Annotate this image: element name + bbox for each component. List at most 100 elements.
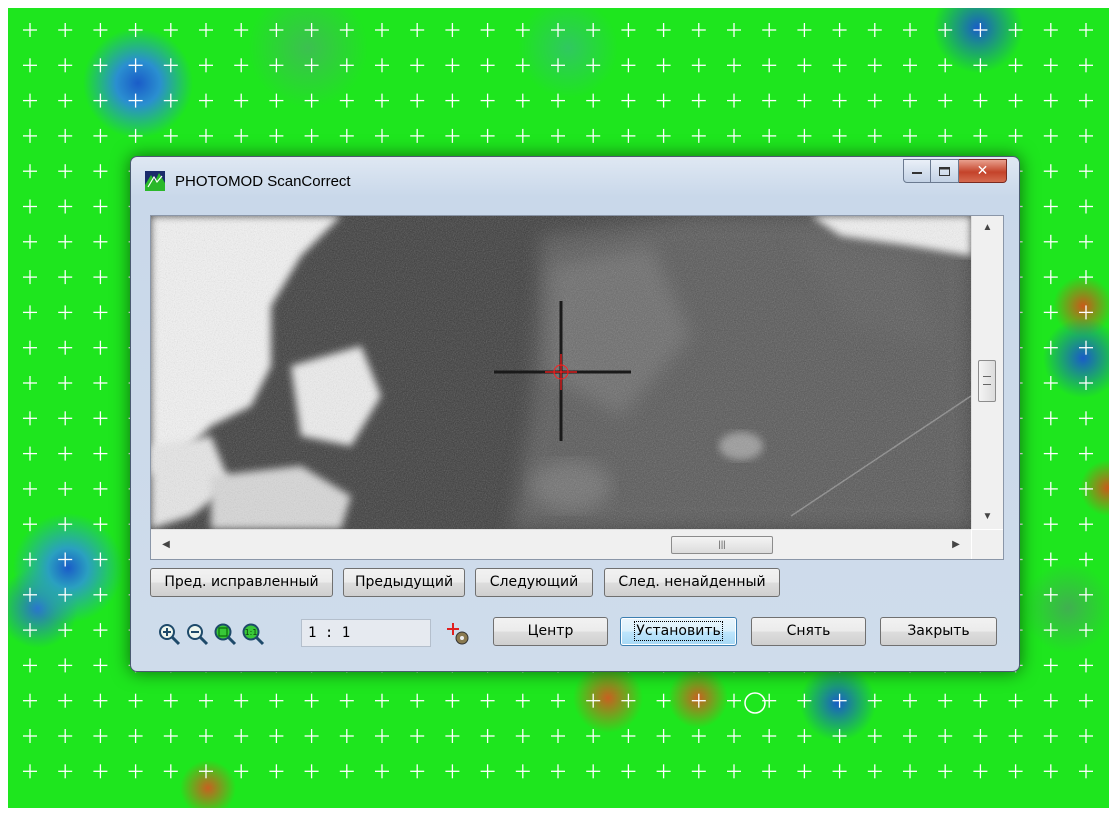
scan-image-view[interactable]	[151, 216, 971, 529]
grid-cross-mark	[515, 729, 530, 743]
center-label: Центр	[527, 623, 574, 639]
scroll-down-arrow-icon[interactable]: ▼	[982, 511, 993, 522]
grid-cross-mark	[410, 764, 425, 779]
grid-cross-mark	[586, 693, 601, 708]
close-window-button[interactable]: ✕	[959, 159, 1007, 183]
grid-cross-mark	[1043, 340, 1058, 355]
grid-cross-mark	[656, 23, 671, 37]
grid-cross-mark	[93, 305, 108, 320]
grid-cross-mark	[1008, 128, 1023, 143]
grid-cross-mark	[867, 764, 882, 779]
grid-cross-mark	[1043, 23, 1058, 37]
grid-cross-mark	[1079, 693, 1093, 708]
grid-cross-mark	[269, 23, 284, 37]
grid-cross-mark	[410, 93, 425, 108]
grid-cross-mark	[339, 58, 354, 73]
grid-cross-mark	[586, 764, 601, 779]
grid-cross-mark	[480, 93, 495, 108]
grid-cross-mark	[1043, 305, 1058, 320]
next-not-found-button[interactable]: След. ненайденный	[604, 568, 780, 597]
grid-cross-mark	[163, 23, 178, 37]
center-button[interactable]: Центр	[493, 617, 608, 646]
scroll-up-arrow-icon[interactable]: ▲	[982, 222, 993, 233]
grid-cross-mark	[480, 693, 495, 708]
selected-cross-marker[interactable]	[744, 692, 766, 714]
prev-fixed-button[interactable]: Пред. исправленный	[150, 568, 333, 597]
zoom-level-field[interactable]: 1 : 1	[301, 619, 431, 647]
grid-cross-mark	[656, 729, 671, 743]
grid-cross-mark	[973, 729, 988, 743]
grid-cross-mark	[938, 128, 953, 143]
zoom-actual-icon[interactable]: 1:1	[241, 622, 265, 646]
grid-cross-mark	[1043, 270, 1058, 285]
grid-cross-mark	[1043, 93, 1058, 108]
grid-cross-mark	[691, 128, 706, 143]
grid-cross-mark	[656, 764, 671, 779]
set-button[interactable]: Установить	[620, 617, 737, 646]
grid-cross-mark	[23, 481, 37, 496]
grid-cross-mark	[762, 128, 777, 143]
grid-cross-mark	[621, 23, 636, 37]
grid-cross-mark	[234, 693, 249, 708]
grid-cross-mark	[199, 128, 213, 143]
grid-cross-mark	[867, 128, 882, 143]
grid-cross-mark	[551, 764, 565, 779]
grid-cross-mark	[551, 128, 565, 143]
previous-button[interactable]: Предыдущий	[343, 568, 465, 597]
grid-cross-mark	[339, 729, 354, 743]
remove-button[interactable]: Снять	[751, 617, 866, 646]
close-button[interactable]: Закрыть	[880, 617, 997, 646]
grid-cross-mark	[1079, 764, 1093, 779]
zoom-in-icon[interactable]	[157, 622, 181, 646]
grid-cross-mark	[1043, 199, 1058, 214]
grid-cross-mark	[797, 23, 812, 37]
scroll-left-arrow-icon[interactable]: ◀	[162, 539, 170, 550]
grid-cross-mark	[163, 693, 178, 708]
grid-cross-mark	[797, 58, 812, 73]
grid-cross-mark	[1043, 481, 1058, 496]
grid-cross-mark	[410, 729, 425, 743]
cross-settings-icon[interactable]	[445, 621, 471, 647]
grid-cross-mark	[586, 93, 601, 108]
grid-cross-mark	[551, 93, 565, 108]
grid-cross-mark	[480, 729, 495, 743]
grid-cross-mark	[128, 729, 143, 743]
grid-cross-mark	[621, 729, 636, 743]
close-icon: ✕	[976, 163, 989, 179]
vertical-scroll-thumb[interactable]	[978, 360, 996, 402]
grid-cross-mark	[199, 729, 213, 743]
grid-cross-mark	[269, 128, 284, 143]
image-viewport-frame: ▲ ▼ ◀ ||| ▶	[150, 215, 1004, 560]
grid-cross-mark	[23, 199, 37, 214]
maximize-button[interactable]	[931, 159, 959, 183]
grid-cross-mark	[515, 93, 530, 108]
grid-cross-mark	[23, 340, 37, 355]
minimize-button[interactable]	[903, 159, 931, 183]
scroll-right-arrow-icon[interactable]: ▶	[952, 539, 960, 550]
grid-cross-mark	[375, 23, 389, 37]
horizontal-scrollbar[interactable]: ◀ ||| ▶	[151, 529, 971, 559]
grid-cross-mark	[163, 58, 178, 73]
zoom-fit-icon[interactable]	[213, 622, 237, 646]
grid-cross-mark	[1043, 623, 1058, 638]
grid-cross-mark	[727, 23, 741, 37]
next-button[interactable]: Следующий	[475, 568, 593, 597]
grid-cross-mark	[515, 693, 530, 708]
grid-cross-mark	[93, 587, 108, 602]
grid-cross-mark	[23, 164, 37, 179]
grid-cross-mark	[93, 234, 108, 249]
grid-cross-mark	[23, 552, 37, 567]
horizontal-scroll-thumb[interactable]: |||	[671, 536, 773, 554]
grid-cross-mark	[93, 128, 108, 143]
grid-cross-mark	[339, 764, 354, 779]
zoom-out-icon[interactable]	[185, 622, 209, 646]
title-bar[interactable]: PHOTOMOD ScanCorrect ✕	[131, 157, 1019, 205]
grid-cross-mark	[727, 729, 741, 743]
grid-cross-mark	[199, 58, 213, 73]
vertical-scrollbar[interactable]: ▲ ▼	[971, 216, 1003, 529]
grid-cross-mark	[1079, 93, 1093, 108]
grid-cross-mark	[445, 93, 460, 108]
photomod-app-icon	[145, 171, 165, 191]
grid-cross-mark	[621, 693, 636, 708]
grid-cross-mark	[973, 128, 988, 143]
